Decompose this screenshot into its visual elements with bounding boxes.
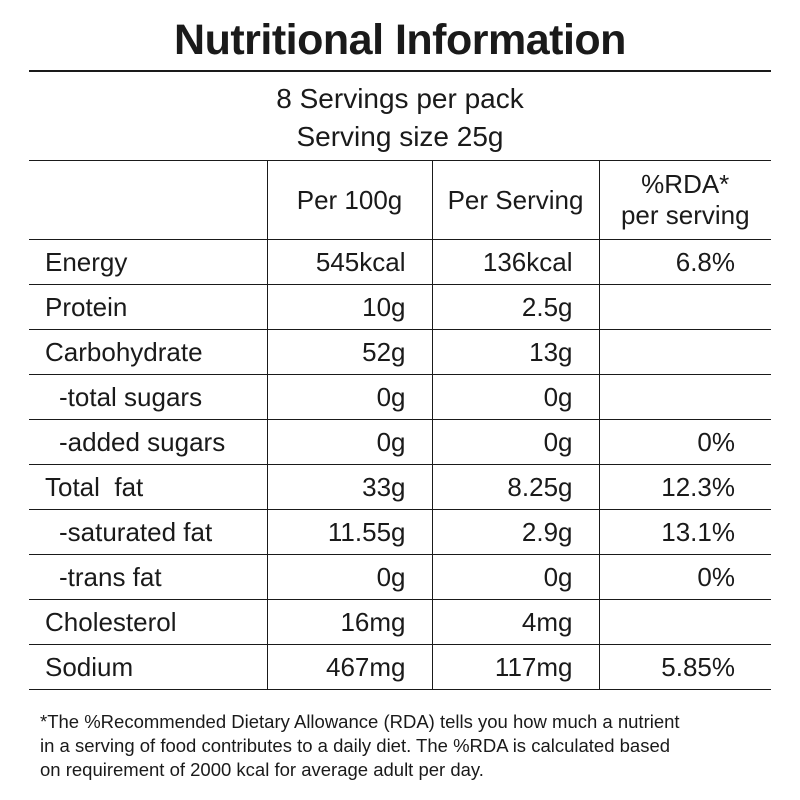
value-per-serving: 8.25g xyxy=(431,464,600,510)
value-per-100g: 0g xyxy=(266,374,433,420)
nutrient-name: Cholesterol xyxy=(29,599,268,645)
table-row: Sodium 467mg 117mg 5.85% xyxy=(29,644,771,690)
header-rda-line2: per serving xyxy=(620,200,750,230)
serving-size: Serving size 25g xyxy=(296,121,504,152)
nutrient-name: -trans fat xyxy=(29,554,268,600)
nutrient-name: Sodium xyxy=(29,644,268,690)
servings-per-pack: 8 Servings per pack xyxy=(276,83,524,114)
table-row: -saturated fat 11.55g 2.9g 13.1% xyxy=(29,509,771,555)
nutrient-name: Total fat xyxy=(29,464,268,510)
value-per-serving: 4mg xyxy=(431,599,600,645)
page-title: Nutritional Information xyxy=(174,16,626,64)
nutrient-name: -saturated fat xyxy=(29,509,268,555)
footnote-line: *The %Recommended Dietary Allowance (RDA… xyxy=(40,711,680,732)
value-per-serving: 136kcal xyxy=(431,239,600,285)
nutrient-name: -total sugars xyxy=(29,374,268,420)
value-per-serving: 117mg xyxy=(431,644,600,690)
table-row: -total sugars 0g 0g xyxy=(29,374,771,420)
value-per-serving: 2.5g xyxy=(431,284,600,330)
table-row: Carbohydrate 52g 13g xyxy=(29,329,771,375)
value-rda xyxy=(598,599,771,645)
value-per-100g: 33g xyxy=(266,464,433,510)
value-rda: 0% xyxy=(598,554,771,600)
value-per-100g: 0g xyxy=(266,554,433,600)
value-per-100g: 0g xyxy=(266,419,433,465)
value-rda: 13.1% xyxy=(598,509,771,555)
nutrient-name: -added sugars xyxy=(29,419,268,465)
value-per-100g: 467mg xyxy=(266,644,433,690)
value-per-100g: 545kcal xyxy=(266,239,433,285)
value-per-100g: 10g xyxy=(266,284,433,330)
rda-footnote: *The %Recommended Dietary Allowance (RDA… xyxy=(40,710,770,782)
value-per-serving: 2.9g xyxy=(431,509,600,555)
table-row: -trans fat 0g 0g 0% xyxy=(29,554,771,600)
title-divider xyxy=(29,70,771,72)
value-rda: 6.8% xyxy=(598,239,771,285)
value-rda: 0% xyxy=(598,419,771,465)
nutrient-name: Protein xyxy=(29,284,268,330)
value-per-serving: 0g xyxy=(431,554,600,600)
table-row: Cholesterol 16mg 4mg xyxy=(29,599,771,645)
header-per-serving: Per Serving xyxy=(431,160,600,240)
value-per-serving: 0g xyxy=(431,419,600,465)
table-row: -added sugars 0g 0g 0% xyxy=(29,419,771,465)
table-row: Total fat 33g 8.25g 12.3% xyxy=(29,464,771,510)
value-per-100g: 16mg xyxy=(266,599,433,645)
value-per-100g: 11.55g xyxy=(266,509,433,555)
value-rda xyxy=(598,284,771,330)
nutrient-name: Energy xyxy=(29,239,268,285)
header-per-100g: Per 100g xyxy=(266,160,433,240)
footnote-line: on requirement of 2000 kcal for average … xyxy=(40,759,484,780)
header-nutrient xyxy=(29,160,268,240)
value-rda: 12.3% xyxy=(598,464,771,510)
nutrition-table: Per 100g Per Serving %RDA* per serving E… xyxy=(29,160,771,690)
table-header-row: Per 100g Per Serving %RDA* per serving xyxy=(29,160,771,240)
table-row: Protein 10g 2.5g xyxy=(29,284,771,330)
value-rda: 5.85% xyxy=(598,644,771,690)
header-rda-line1: %RDA* xyxy=(641,169,730,199)
value-per-serving: 13g xyxy=(431,329,600,375)
value-rda xyxy=(598,374,771,420)
header-rda: %RDA* per serving xyxy=(598,160,771,240)
nutrient-name: Carbohydrate xyxy=(29,329,268,375)
serving-info: 8 Servings per pack Serving size 25g xyxy=(29,80,771,156)
value-per-100g: 52g xyxy=(266,329,433,375)
footnote-line: in a serving of food contributes to a da… xyxy=(40,735,671,756)
table-row: Energy 545kcal 136kcal 6.8% xyxy=(29,239,771,285)
value-rda xyxy=(598,329,771,375)
value-per-serving: 0g xyxy=(431,374,600,420)
